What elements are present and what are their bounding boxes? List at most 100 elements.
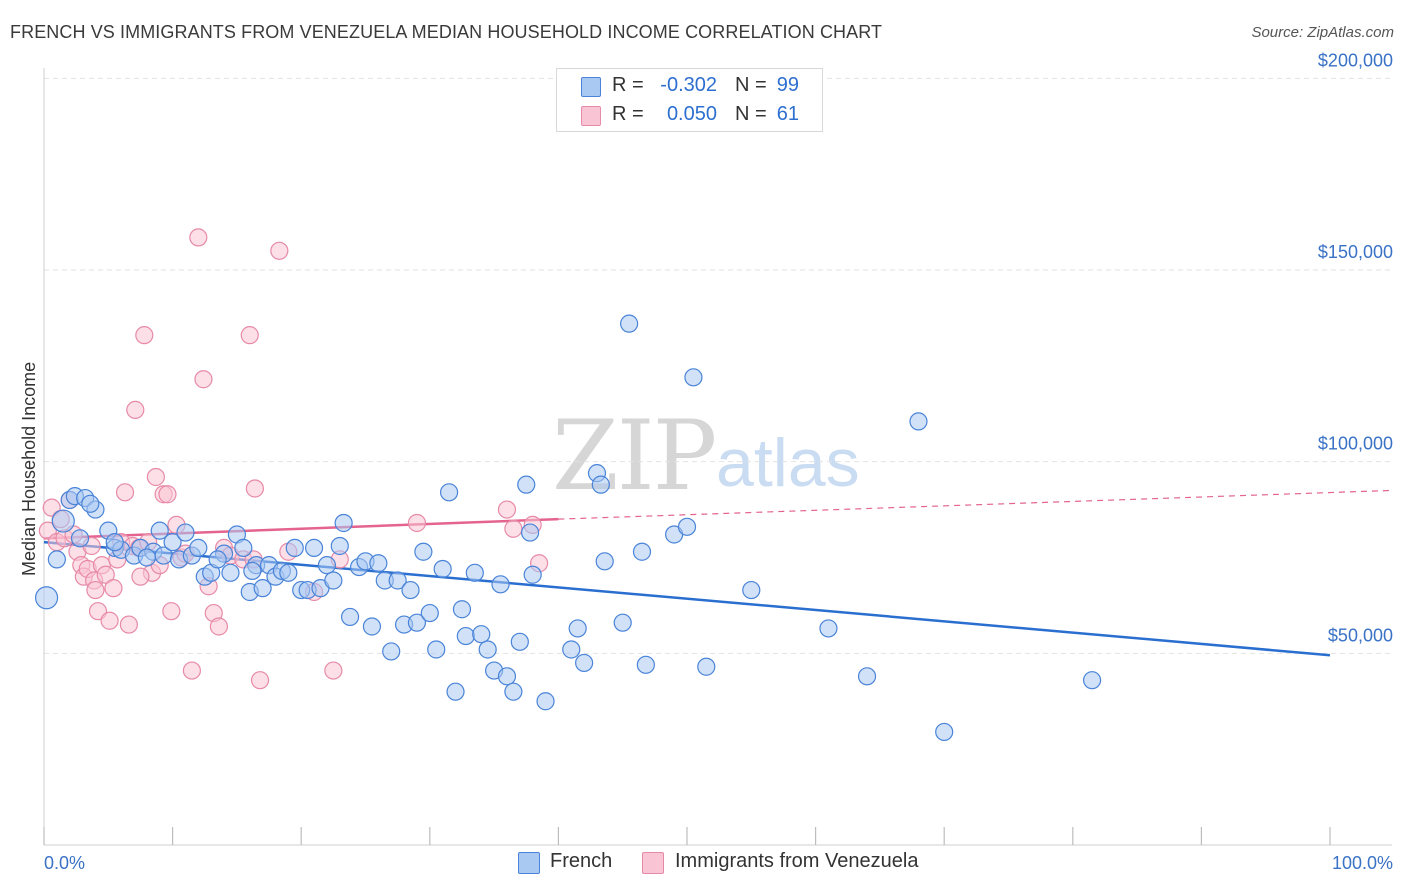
n-value: 99 [776,74,799,96]
french-point [340,607,360,627]
french-point [176,523,195,542]
french-point [819,619,838,638]
french-point [317,556,337,575]
french-point [595,552,614,571]
venezuela-points [38,228,549,690]
x-tick-label: 0.0% [44,853,85,873]
venezuela-point [126,400,145,420]
french-point [324,571,343,590]
french-swatch [581,77,601,97]
french-point [34,586,59,610]
french-point [243,561,262,581]
french-point [433,559,452,579]
stats-row-french: R = -0.302 N = 99 [557,71,822,101]
french-point [684,368,703,387]
venezuela-point [158,485,177,504]
legend-venezuela-label: Immigrants from Venezuela [675,850,919,872]
french-point [523,565,542,584]
french-point [491,575,510,594]
venezuela-swatch [581,106,601,126]
french-point [575,653,594,673]
stats-row-venezuela: R = 0.050 N = 61 [557,100,822,130]
french-point [568,619,587,638]
venezuela-point [104,579,123,598]
french-point [334,513,353,533]
french-point [632,542,652,561]
venezuela-point [115,483,135,502]
r-label: R = [612,74,644,96]
venezuela-point [245,479,265,498]
french-point [677,517,697,536]
french-point [497,667,517,686]
french-point [401,580,420,600]
french-point [742,580,761,600]
venezuela-trend-line [43,517,559,540]
french-point [536,692,555,711]
french-point [407,613,427,632]
french-point [285,538,304,558]
french-point [150,521,169,540]
french-point [439,483,459,502]
legend-venezuela-swatch [642,852,664,874]
french-point [857,667,877,686]
r-label: R = [612,103,644,125]
venezuela-point [250,671,270,690]
french-point [521,523,540,542]
n-label: N = [735,74,767,96]
venezuela-point [100,611,119,630]
venezuela-point [162,602,181,621]
french-point [420,603,439,623]
french-point [189,538,208,558]
venezuela-trend-extension [558,489,1393,520]
french-point [517,475,536,494]
chart-title: FRENCH VS IMMIGRANTS FROM VENEZUELA MEDI… [10,22,883,42]
french-point [221,563,240,582]
french-point [636,655,655,674]
watermark-zip: ZIP [552,400,717,512]
venezuela-point [270,241,289,260]
french-point [510,632,529,651]
french-point [388,571,407,590]
french-point [935,722,954,742]
venezuela-point [194,370,213,389]
french-point [362,617,382,636]
x-tick-label: 100.0% [1332,853,1393,873]
french-point [446,682,465,701]
french-point [562,640,581,659]
legend-french-swatch [518,852,540,874]
venezuela-point [504,519,523,538]
tick-labels: $50,000 $100,000 $150,000 $200,000 0.0% 100.0… [44,50,1393,873]
french-point [253,579,272,598]
french-point [51,509,75,533]
french-point [208,550,227,569]
french-point [909,412,928,431]
french-point [369,554,388,573]
french-point [234,538,253,558]
french-point [613,613,632,632]
venezuela-point [324,661,343,680]
venezuela-point [146,467,165,487]
venezuela-point [189,228,208,247]
legend-french-label: French [550,850,613,872]
french-point [163,533,182,552]
n-label: N = [735,103,767,125]
venezuela-point [96,565,115,584]
n-value: 61 [776,103,799,125]
french-point [697,657,716,676]
french-point [137,548,156,567]
french-point [591,475,610,494]
y-axis-label: Median Household Income [19,362,39,576]
y-tick-label: $150,000 [1318,242,1393,262]
venezuela-point [182,661,201,680]
venezuela-point [86,580,105,600]
french-point [620,314,639,333]
french-point [472,625,491,644]
axes [43,68,1392,846]
french-point [478,640,497,659]
stats-legend: R = -0.302 N = 99 R = 0.050 N = 61 [556,68,823,132]
french-point [1082,671,1102,690]
french-point [414,542,433,561]
y-tick-label: $100,000 [1318,434,1393,454]
french-point [504,682,523,701]
